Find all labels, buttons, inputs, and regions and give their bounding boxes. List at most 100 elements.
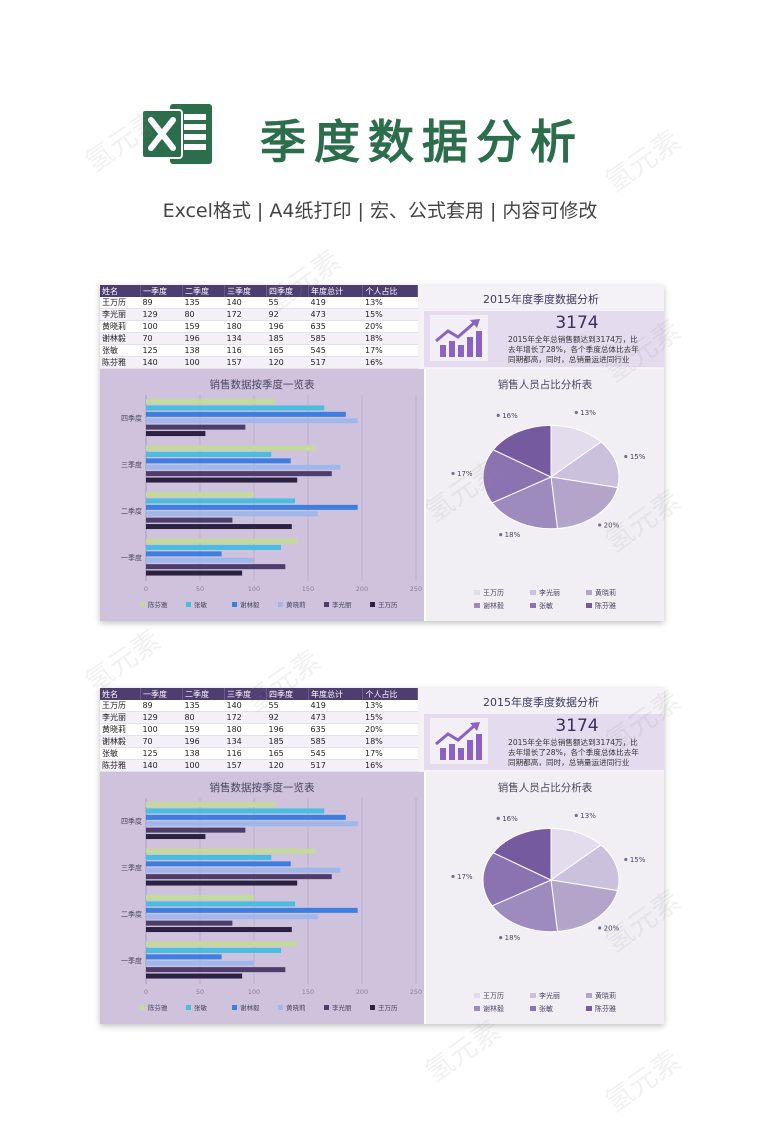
legend-swatch [530, 1006, 536, 1011]
pie-slice [549, 441, 620, 489]
sheet-preview: 姓名 一季度 二季度 三季度 四季度 年度总计 个人占比 王万历 89 135 140 55 419 1… [100, 285, 664, 621]
table-cell: 黄晓莉 [100, 320, 141, 333]
column-header: 二季度 [182, 688, 225, 700]
x-tick-label: 0 [144, 988, 148, 996]
summary-title: 2015年度季度数据分析 [483, 293, 599, 306]
bar-chart-panel: 销售数据按季度一览表 0 50 100 150 200 250 一季度 二季度 三季度 四季度 陈芬… [100, 772, 424, 1024]
pie-data-label: 13% [580, 409, 596, 417]
bar [146, 920, 233, 926]
bar [146, 907, 358, 913]
table-cell: 473 [308, 308, 363, 321]
table-row: 李光丽 129 80 172 92 473 15% [100, 711, 418, 724]
legend-label: 谢林毅 [483, 1004, 504, 1013]
table-cell: 185 [266, 332, 309, 345]
bar [146, 498, 296, 504]
table-body: 王万历 89 135 140 55 419 13% 李光丽 129 80 172 92 473 15% 黄晓… [100, 700, 418, 772]
legend-label: 黄晓莉 [286, 1003, 306, 1012]
table-cell: 165 [266, 747, 309, 760]
legend-swatch [232, 602, 237, 607]
table-cell: 18% [362, 735, 418, 748]
bar [146, 880, 298, 886]
table-cell: 172 [224, 711, 267, 724]
table-row: 黄晓莉 100 159 180 196 635 20% [100, 320, 418, 333]
legend-swatch [586, 603, 592, 608]
category-label: 二季度 [121, 909, 142, 918]
summary-text: 2015年全年总销售额达到3174万，比 去年增长了28%，各个季度总体比去年 … [508, 335, 664, 365]
pie-data-label: 18% [505, 531, 521, 539]
pie-slice [492, 827, 552, 881]
x-tick-label: 50 [196, 585, 204, 593]
table-cell: 李光丽 [100, 711, 141, 724]
pie-data-label: 16% [502, 815, 518, 823]
bar [146, 827, 246, 833]
table-cell: 18% [362, 332, 418, 345]
legend-swatch [370, 1005, 375, 1010]
pie-label-dot [624, 857, 628, 862]
legend-label: 陈芬雅 [148, 1003, 168, 1012]
legend-swatch [278, 602, 283, 607]
column-header: 三季度 [224, 688, 268, 700]
table-cell: 15% [362, 711, 418, 724]
bar-chart-title: 销售数据按季度一览表 [209, 782, 315, 794]
legend-swatch [586, 1006, 592, 1011]
table-cell: 55 [266, 297, 309, 309]
sales-table: 姓名 一季度 二季度 三季度 四季度 年度总计 个人占比 王万历 89 135 140 55 419 1… [100, 688, 418, 772]
pie-slice [491, 879, 559, 933]
legend-label: 李光丽 [332, 1003, 352, 1012]
table-cell: 陈芬雅 [100, 356, 141, 369]
table-cell: 140 [140, 759, 183, 772]
column-header: 四季度 [266, 285, 310, 297]
table-cell: 165 [266, 344, 309, 357]
column-header: 姓名 [100, 688, 141, 700]
pie-data-label: 20% [604, 521, 620, 529]
pie-slice [549, 844, 620, 892]
table-cell: 635 [308, 320, 363, 333]
table-cell: 100 [140, 723, 183, 736]
table-cell: 157 [224, 759, 267, 772]
table-cell: 89 [140, 297, 183, 309]
bar [146, 854, 272, 860]
table-row: 张敏 125 138 116 165 545 17% [100, 344, 418, 357]
table-cell: 王万历 [100, 297, 141, 309]
table-cell: 134 [224, 332, 267, 345]
bar [146, 927, 292, 933]
table-cell: 517 [308, 356, 363, 369]
bar [146, 802, 276, 808]
table-cell: 100 [182, 356, 225, 369]
table-cell: 517 [308, 759, 363, 772]
legend-swatch [474, 603, 480, 608]
table-cell: 120 [266, 356, 309, 369]
legend-label: 张敏 [539, 1004, 553, 1013]
pie-data-label: 13% [580, 812, 596, 820]
bar [146, 960, 254, 966]
summary-box: 2015年度季度数据分析 3174 2015年全年总销售额达到3174万，比 去… [418, 688, 664, 772]
column-header: 一季度 [140, 688, 183, 700]
legend-label: 李光丽 [539, 588, 560, 597]
summary-total: 3174 [555, 716, 599, 736]
watermark: 氢元素 [598, 1043, 687, 1119]
table-cell: 135 [182, 700, 225, 712]
bar [146, 418, 358, 424]
summary-line: 2015年全年总销售额达到3174万，比 [508, 738, 638, 747]
page-subtitle: Excel格式 | A4纸打印 | 宏、公式套用 | 内容可修改 [162, 200, 598, 222]
table-cell: 473 [308, 711, 363, 724]
legend-swatch [186, 602, 191, 607]
pie-slice [550, 827, 602, 881]
pie-chart-panel: 销售人员占比分析表 13% 15% 20% 18% 17% 16% 王万历 李光丽 黄晓莉 谢林毅… [426, 369, 664, 621]
table-cell: 419 [308, 700, 363, 712]
legend-swatch [586, 590, 592, 595]
column-header: 三季度 [224, 285, 268, 297]
legend-label: 王万历 [483, 589, 504, 597]
table-cell: 70 [140, 735, 183, 748]
table-cell: 100 [140, 320, 183, 333]
bar [146, 947, 281, 953]
table-cell: 80 [182, 711, 225, 724]
category-label: 一季度 [121, 553, 142, 562]
table-row: 王万历 89 135 140 55 419 13% [100, 700, 418, 712]
pie-slice [550, 879, 619, 932]
bar [146, 867, 341, 873]
sales-table: 姓名 一季度 二季度 三季度 四季度 年度总计 个人占比 王万历 89 135 140 55 419 1… [100, 285, 418, 369]
